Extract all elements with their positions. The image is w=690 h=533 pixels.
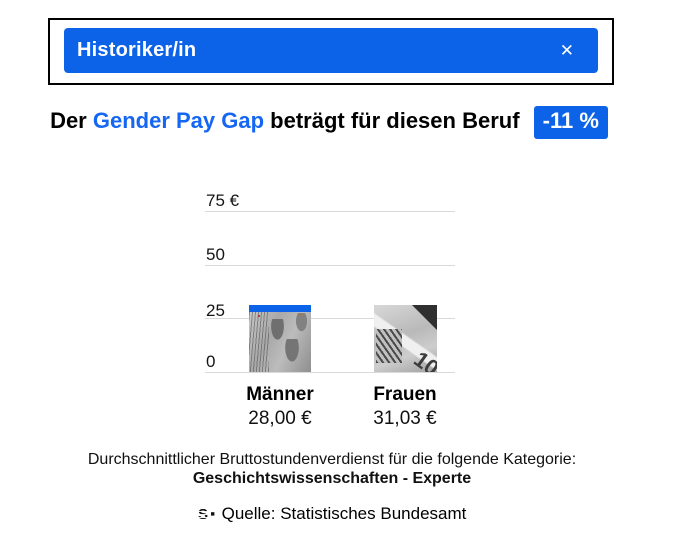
banknote-digits: 10 — [408, 346, 437, 372]
y-tick-label-50: 50 — [206, 245, 225, 264]
source-label: Quelle: Statistisches Bundesamt — [221, 504, 467, 523]
source-line: S Quelle: Statistisches Bundesamt — [0, 504, 664, 524]
bar-frauen: 10 — [374, 305, 437, 372]
euro-note-texture-maenner — [249, 311, 311, 372]
y-tick-label-0: 0 — [206, 352, 216, 371]
statistisches-bundesamt-logo-icon: S — [198, 506, 215, 523]
gridline-25 — [205, 318, 455, 319]
category-name: Geschichtswissenschaften - Experte — [192, 470, 472, 487]
gap-overlay-segment — [249, 305, 311, 312]
bar-label-frauen: Frauen 31,03 € — [340, 384, 470, 430]
gridline-0 — [205, 372, 455, 373]
bar-maenner — [249, 305, 311, 372]
category-label: Frauen — [373, 384, 437, 405]
bar-label-maenner: Männer 28,00 € — [215, 384, 345, 430]
euro-note-texture-frauen: 10 — [374, 305, 437, 372]
logo-letter: S — [198, 506, 208, 521]
pay-gap-bar-chart: 75 € 50 25 0 10 Männer 28,00 € Frauen 31… — [205, 190, 455, 440]
profession-label: Historiker/in — [77, 39, 197, 61]
gridline-75 — [205, 211, 455, 212]
headline: Der Gender Pay Gap beträgt für diesen Be… — [0, 103, 658, 139]
headline-prefix: Der — [50, 108, 93, 133]
gap-percentage-badge: -11 % — [533, 106, 608, 139]
headline-gender-pay-gap-link[interactable]: Gender Pay Gap — [92, 108, 265, 133]
value-label: 28,00 € — [248, 408, 312, 429]
y-tick-label-25: 25 — [206, 301, 225, 320]
value-label: 31,03 € — [373, 408, 437, 429]
category-label: Männer — [246, 384, 314, 405]
profession-select[interactable]: Historiker/in ✕ — [64, 28, 598, 73]
headline-suffix: beträgt für diesen Beruf — [264, 108, 520, 133]
category-description: Durchschnittlicher Bruttostundenverdiens… — [87, 451, 577, 468]
profession-select-box: Historiker/in ✕ — [48, 18, 614, 85]
close-icon[interactable]: ✕ — [559, 41, 574, 60]
y-tick-label-75: 75 € — [206, 191, 240, 210]
gridline-50 — [205, 265, 455, 266]
